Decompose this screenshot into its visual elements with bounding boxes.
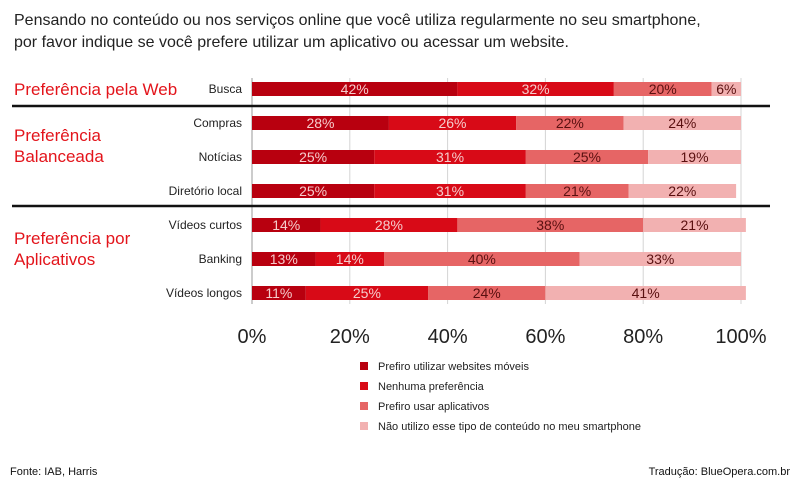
data-label: 25% — [299, 149, 327, 165]
group-label-web-line: Preferência pela Web — [14, 80, 178, 99]
data-label: 25% — [573, 149, 601, 165]
group-label-balanced-line-2: Balanceada — [14, 147, 104, 166]
bar-segment — [252, 82, 458, 96]
bar-segment — [579, 252, 741, 266]
bar-segment — [252, 184, 375, 198]
data-label: 31% — [436, 149, 464, 165]
bar-segment — [545, 286, 746, 300]
category-label: Vídeos curtos — [169, 218, 242, 232]
data-label: 24% — [473, 285, 501, 301]
data-label: 32% — [522, 81, 550, 97]
category-label: Diretório local — [169, 184, 242, 198]
title-line-2: por favor indique se você prefere utiliz… — [14, 34, 569, 51]
category-label: Banking — [199, 252, 242, 266]
data-label: 14% — [336, 251, 364, 267]
data-label: 13% — [270, 251, 298, 267]
bar-segment — [252, 252, 316, 266]
legend-swatch — [360, 422, 368, 430]
legend-swatch — [360, 402, 368, 410]
bar-segment — [613, 82, 712, 96]
bar-segment — [252, 116, 389, 130]
footer-credit: Tradução: BlueOpera.com.br — [648, 466, 790, 478]
bar-segment — [252, 286, 306, 300]
bar-segment — [388, 116, 517, 130]
data-label: 25% — [299, 183, 327, 199]
bar-segment — [643, 218, 746, 232]
footer-source: Fonte: IAB, Harris — [10, 466, 98, 478]
category-label: Busca — [209, 82, 243, 96]
bar-segment — [252, 150, 375, 164]
x-tick-label: 40% — [428, 326, 468, 348]
data-label: 11% — [265, 285, 292, 301]
data-label: 42% — [341, 81, 369, 97]
data-label: 20% — [649, 81, 677, 97]
bar-segment — [457, 82, 614, 96]
category-label: Compras — [193, 116, 242, 130]
legend-swatch — [360, 382, 368, 390]
data-label: 21% — [681, 217, 709, 233]
title-line-1: Pensando no conteúdo ou nos serviços onl… — [14, 12, 701, 29]
group-label-balanced-line-1: Preferência — [14, 126, 101, 145]
legend-label: Nenhuma preferência — [378, 381, 485, 393]
legend-label: Não utilizo esse tipo de conteúdo no meu… — [378, 421, 641, 433]
bar-segment — [525, 184, 629, 198]
bar-segment — [711, 82, 741, 96]
data-label: 40% — [468, 251, 496, 267]
bar-segment — [428, 286, 546, 300]
data-label: 31% — [436, 183, 464, 199]
bar-segment — [648, 150, 741, 164]
group-label-apps: Preferência por Aplicativos — [14, 228, 130, 270]
data-label: 38% — [536, 217, 564, 233]
data-label: 28% — [306, 115, 334, 131]
data-label: 33% — [646, 251, 674, 267]
data-label: 41% — [632, 285, 660, 301]
x-tick-label: 20% — [330, 326, 370, 348]
bar-segment — [374, 150, 526, 164]
data-label: 24% — [668, 115, 696, 131]
data-label: 22% — [556, 115, 584, 131]
data-label: 19% — [681, 149, 709, 165]
legend-label: Prefiro utilizar websites móveis — [378, 361, 529, 373]
bar-segment — [252, 218, 321, 232]
data-label: 22% — [668, 183, 696, 199]
x-tick-label: 60% — [525, 326, 565, 348]
group-label-web: Preferência pela Web — [14, 79, 177, 100]
group-label-apps-line-1: Preferência por — [14, 229, 131, 248]
group-label-balanced: Preferência Balanceada — [14, 125, 104, 167]
chart-title: Pensando no conteúdo ou nos serviços onl… — [14, 10, 794, 54]
bar-segment — [305, 286, 429, 300]
x-tick-label: 0% — [238, 326, 267, 348]
x-tick-label: 100% — [715, 326, 766, 348]
bar-segment — [623, 116, 741, 130]
x-tick-label: 80% — [623, 326, 663, 348]
bar-segment — [516, 116, 624, 130]
data-label: 28% — [375, 217, 403, 233]
legend-label: Prefiro usar aplicativos — [378, 401, 490, 413]
bar-segment — [320, 218, 458, 232]
data-label: 26% — [438, 115, 466, 131]
data-label: 14% — [272, 217, 300, 233]
bar-segment — [374, 184, 526, 198]
bar-segment — [315, 252, 385, 266]
bar-segment — [457, 218, 644, 232]
data-label: 21% — [563, 183, 591, 199]
data-label: 25% — [353, 285, 381, 301]
category-label: Notícias — [199, 150, 242, 164]
data-label: 6% — [716, 81, 736, 97]
category-label: Vídeos longos — [166, 286, 242, 300]
bar-segment — [525, 150, 649, 164]
group-label-apps-line-2: Aplicativos — [14, 250, 96, 269]
legend-swatch — [360, 362, 368, 370]
bar-segment — [628, 184, 737, 198]
bar-segment — [384, 252, 580, 266]
